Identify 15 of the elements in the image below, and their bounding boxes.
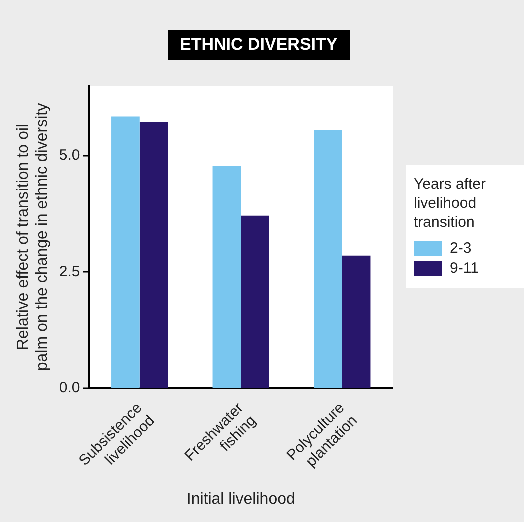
y-tick-label: 0.0 xyxy=(59,380,80,397)
bar xyxy=(342,256,371,388)
legend-label: 9-11 xyxy=(450,260,479,276)
bar xyxy=(140,122,168,388)
bar xyxy=(241,216,270,388)
legend-title: Years after livelihood transition xyxy=(414,175,487,232)
y-tick-label: 2.5 xyxy=(59,263,80,280)
bar xyxy=(212,166,242,388)
y-axis-title: Relative effect of transition to oil palm on the change in ethnic diversity xyxy=(15,103,52,372)
y-tick-label: 5.0 xyxy=(59,146,80,164)
bar xyxy=(314,130,342,388)
bar xyxy=(112,116,140,388)
legend-label: 2-3 xyxy=(450,240,472,256)
chart-title: ETHNIC DIVERSITY xyxy=(168,30,350,60)
x-axis-title: Initial livelihood xyxy=(186,490,296,508)
